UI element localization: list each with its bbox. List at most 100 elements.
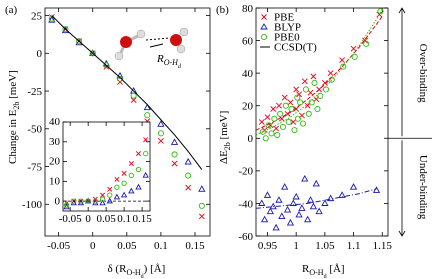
point: [351, 53, 358, 60]
point: [291, 127, 298, 134]
point: [103, 62, 110, 69]
point: [314, 105, 321, 113]
point: [260, 215, 269, 223]
point: [322, 86, 330, 93]
point: [128, 161, 134, 167]
y-tick-label: 10: [49, 175, 61, 187]
point: [286, 218, 295, 226]
point: [198, 202, 205, 209]
legend-swatch: [261, 14, 267, 20]
x-axis-label-part: O-H: [309, 268, 323, 277]
point: [321, 79, 328, 86]
point: [293, 86, 300, 93]
y-axis-label: Change in E2b [meV]: [7, 70, 21, 164]
point: [301, 174, 309, 182]
point: [264, 114, 271, 121]
point: [121, 170, 127, 176]
y-tick-label: -75: [27, 161, 42, 173]
point: [301, 78, 308, 85]
point: [276, 102, 282, 109]
point: [310, 73, 317, 80]
point: [135, 151, 142, 157]
point: [317, 92, 324, 99]
plot-frame: [255, 7, 389, 237]
point: [114, 176, 120, 182]
point: [293, 106, 300, 112]
y-axis-label-part: [meV]: [218, 111, 230, 142]
point: [142, 171, 149, 178]
point: [279, 123, 287, 130]
point: [143, 137, 149, 143]
point: [198, 213, 205, 220]
point: [258, 119, 265, 125]
panel-label: (b): [216, 4, 229, 16]
y-axis-label-part: ΔE: [218, 150, 230, 164]
x-axis-label: δ (RO-Hd) [Å]: [108, 263, 166, 279]
point: [328, 76, 335, 83]
point: [273, 125, 280, 132]
fit-line: [255, 188, 377, 209]
point: [113, 193, 121, 200]
point: [171, 151, 178, 158]
y-axis-label: ΔE2b [meV]: [218, 111, 232, 164]
y-tick-label: 0: [248, 133, 254, 145]
point: [304, 215, 312, 223]
point: [281, 183, 289, 190]
point: [298, 204, 306, 211]
point: [338, 191, 346, 198]
x-axis-label-part: ) [Å]: [144, 263, 166, 275]
point: [130, 92, 137, 99]
point: [135, 166, 142, 173]
y-tick-label: 0: [55, 195, 61, 207]
point: [363, 40, 370, 47]
point: [271, 115, 278, 122]
point: [300, 120, 307, 127]
point: [107, 186, 113, 192]
point: [114, 184, 120, 190]
point: [63, 202, 70, 208]
x-axis-label-part: [Å]: [327, 263, 345, 275]
annotation: Over-binding: [417, 44, 429, 104]
point: [275, 196, 283, 203]
point: [263, 191, 272, 198]
point: [339, 57, 346, 64]
point: [120, 191, 128, 198]
point: [185, 172, 192, 179]
point: [121, 180, 127, 186]
point: [76, 38, 83, 45]
point: [278, 212, 286, 219]
y-tick-label: -50: [27, 124, 42, 136]
point: [262, 135, 269, 142]
point: [377, 8, 384, 15]
point: [292, 192, 300, 200]
y-tick-label: 60: [242, 35, 254, 47]
x-axis-label-part: R: [302, 263, 310, 275]
y-tick-label: 80: [242, 3, 254, 15]
point: [297, 99, 304, 106]
point: [198, 185, 206, 192]
molecule: [114, 27, 189, 61]
x-axis-label: RO-Hd [Å]: [302, 263, 345, 279]
point: [85, 198, 91, 204]
point: [284, 110, 291, 117]
point: [289, 199, 297, 206]
point: [106, 197, 113, 204]
x-tick-label: -0.05: [59, 213, 82, 225]
point: [135, 183, 142, 190]
point: [340, 63, 347, 70]
point: [287, 99, 294, 106]
point: [92, 198, 99, 204]
y-tick-label: 25: [31, 10, 43, 22]
point: [157, 137, 164, 144]
point: [294, 115, 301, 122]
point: [170, 138, 179, 145]
y-tick-label: 40: [49, 116, 61, 128]
point: [349, 183, 358, 190]
x-axis-label-part: O-H: [126, 268, 140, 277]
x-tick-label: 0.15: [185, 240, 205, 252]
point: [285, 118, 292, 126]
point: [288, 105, 295, 113]
point: [311, 79, 318, 86]
annotation: Under-binding: [417, 155, 429, 220]
point: [259, 128, 266, 135]
